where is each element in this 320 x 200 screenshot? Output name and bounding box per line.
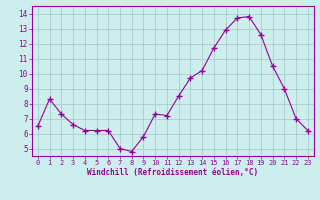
X-axis label: Windchill (Refroidissement éolien,°C): Windchill (Refroidissement éolien,°C)	[87, 168, 258, 177]
